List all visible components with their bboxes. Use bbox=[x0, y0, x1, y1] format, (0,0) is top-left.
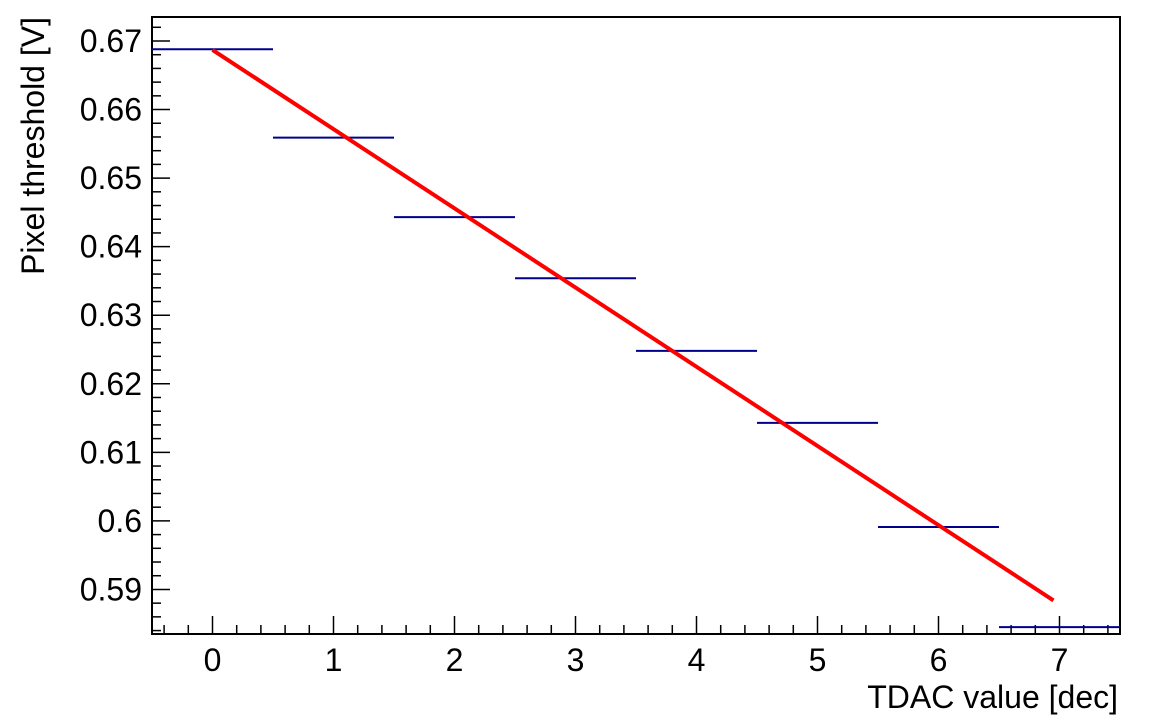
axis-ticks bbox=[152, 26, 1109, 634]
histogram-bins bbox=[152, 48, 1120, 629]
y-tick-label: 0.67 bbox=[80, 23, 142, 59]
fit-line bbox=[211, 48, 1055, 603]
plot-frame bbox=[151, 16, 1121, 635]
fit-line-group bbox=[211, 48, 1055, 603]
x-tick-label: 4 bbox=[688, 642, 706, 678]
y-tick-label: 0.6 bbox=[98, 503, 142, 539]
x-tick-label: 5 bbox=[809, 642, 827, 678]
y-axis-title: Pixel threshold [V] bbox=[15, 17, 51, 275]
y-tick-label: 0.65 bbox=[80, 160, 142, 196]
x-tick-label: 0 bbox=[204, 642, 222, 678]
y-tick-label: 0.66 bbox=[80, 92, 142, 128]
x-tick-label: 7 bbox=[1051, 642, 1069, 678]
x-tick-label: 6 bbox=[930, 642, 948, 678]
y-tick-label: 0.59 bbox=[80, 571, 142, 607]
y-tick-label: 0.62 bbox=[80, 366, 142, 402]
x-tick-label: 1 bbox=[325, 642, 343, 678]
x-tick-label: 2 bbox=[446, 642, 464, 678]
y-tick-label: 0.64 bbox=[80, 229, 142, 265]
x-tick-label: 3 bbox=[567, 642, 585, 678]
y-tick-label: 0.63 bbox=[80, 297, 142, 333]
x-axis-title: TDAC value [dec] bbox=[867, 679, 1118, 715]
axis-tick-labels: 0 1 2 3 4 5 6 7 0.59 0.6 0.61 0.62 0.63 0.64 0.65 0.66 0… bbox=[80, 23, 1069, 678]
y-tick-label: 0.61 bbox=[80, 434, 142, 470]
